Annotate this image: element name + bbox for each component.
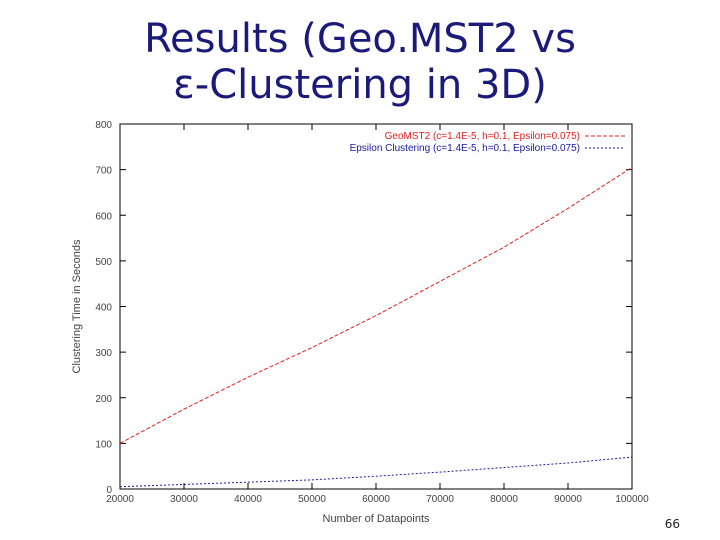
- series-line-1: [119, 166, 633, 444]
- plot-frame: [119, 123, 633, 490]
- y-tick-label: 400: [95, 303, 112, 314]
- x-tick-label: 50000: [298, 494, 326, 505]
- slide-title-line-2: ε-Clustering in 3D): [173, 62, 547, 108]
- y-tick-label: 500: [95, 257, 112, 268]
- y-tick-label: 600: [95, 211, 112, 222]
- legend-entry-label: Epsilon Clustering (c=1.4E-5, h=0.1, Eps…: [350, 143, 580, 154]
- axis-ticks: 20000 30000 40000 50000 60000 70000 80000 90000…: [95, 120, 649, 505]
- x-tick-label: 90000: [554, 494, 582, 505]
- y-axis-label: Clustering Time in Seconds: [71, 239, 83, 373]
- x-tick-label: 70000: [426, 494, 454, 505]
- y-tick-label: 0: [106, 485, 112, 496]
- chart-legend: GeoMST2 (c=1.4E-5, h=0.1, Epsilon=0.075)…: [350, 131, 625, 154]
- chart-series: [119, 166, 633, 488]
- x-axis-label: Number of Datapoints: [323, 513, 430, 525]
- x-tick-label: 40000: [234, 494, 262, 505]
- y-tick-label: 100: [95, 439, 112, 450]
- x-tick-label: 60000: [362, 494, 390, 505]
- slide-title: Results (Geo.MST2 vs ε-Clustering in 3D): [60, 16, 660, 108]
- legend-entry-label: GeoMST2 (c=1.4E-5, h=0.1, Epsilon=0.075): [385, 131, 580, 142]
- y-tick-label: 300: [95, 348, 112, 359]
- y-tick-label: 200: [95, 394, 112, 405]
- y-tick-label: 800: [95, 120, 112, 131]
- page-number: 66: [664, 517, 680, 531]
- x-tick-label: 30000: [170, 494, 198, 505]
- slide-title-line-1: Results (Geo.MST2 vs: [144, 16, 576, 62]
- x-tick-label: 100000: [615, 494, 649, 505]
- y-tick-label: 700: [95, 166, 112, 177]
- plot-border: [119, 123, 633, 490]
- x-tick-label: 80000: [490, 494, 518, 505]
- series-line-2: [119, 456, 633, 488]
- x-tick-label: 20000: [106, 494, 134, 505]
